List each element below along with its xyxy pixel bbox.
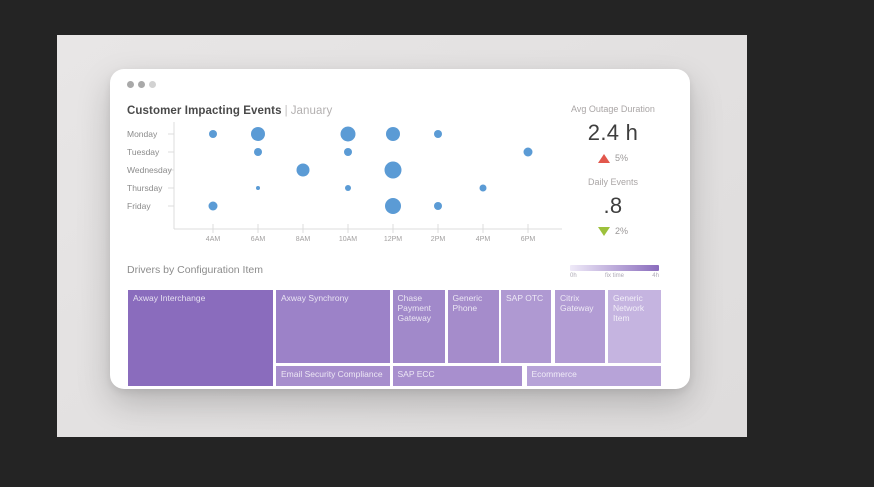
event-bubble[interactable]	[208, 201, 218, 211]
event-bubble[interactable]	[434, 130, 442, 138]
title-separator: |	[284, 105, 288, 117]
dashboard-window: Customer Impacting Events | January Monday…	[110, 69, 690, 389]
time-label: 6PM	[521, 236, 536, 243]
treemap-block-label: Email Security Compliance	[281, 369, 383, 379]
treemap-block[interactable]: Generic Phone	[447, 290, 499, 363]
kpi-label: Avg Outage Duration	[571, 104, 655, 114]
treemap-block-label: Chase Payment Gateway	[397, 293, 432, 324]
event-bubble[interactable]	[384, 161, 402, 179]
arrow-down-icon	[597, 226, 610, 236]
kpi-label: Daily Events	[587, 177, 639, 187]
kpi-delta-value: 2%	[614, 226, 628, 236]
treemap-block-label: Ecommerce	[531, 369, 577, 379]
time-label: 4PM	[476, 236, 491, 243]
day-label: Friday	[127, 201, 151, 211]
time-label: 8AM	[296, 236, 311, 243]
window-controls	[127, 81, 156, 88]
event-bubble[interactable]	[254, 148, 262, 156]
window-dot-icon[interactable]	[149, 81, 156, 88]
time-label: 6AM	[251, 236, 266, 243]
treemap-title: Drivers by Configuration Item	[127, 264, 263, 276]
gradient-legend-labels: 0h fix time 4h	[570, 273, 659, 279]
day-label: Wednesday	[127, 165, 172, 175]
kpi-delta-value: 5%	[614, 153, 628, 163]
treemap-legend: 0h fix time 4h	[570, 265, 659, 279]
kpi-value: .8	[603, 193, 623, 218]
treemap-block-label: Axway Synchrony	[281, 293, 349, 303]
chart-title: Customer Impacting Events | January	[127, 105, 332, 117]
kpi-delta: 5%	[548, 153, 678, 163]
event-bubble[interactable]	[434, 202, 442, 210]
window-dot-icon[interactable]	[127, 81, 134, 88]
event-bubble[interactable]	[251, 127, 265, 141]
window-dot-icon[interactable]	[138, 81, 145, 88]
event-bubble[interactable]	[523, 147, 533, 157]
kpi-value: 2.4 h	[587, 120, 639, 145]
legend-mid: fix time	[604, 273, 624, 279]
time-label: 12PM	[384, 236, 402, 243]
kpi-panel: Avg Outage Duration 2.4 h 5% Daily Event…	[548, 102, 678, 250]
day-label: Thursday	[127, 183, 163, 193]
event-bubble[interactable]	[345, 185, 351, 191]
treemap-block[interactable]: Axway Interchange	[128, 290, 273, 386]
day-label: Tuesday	[127, 147, 160, 157]
time-label: 2PM	[431, 236, 446, 243]
event-bubble[interactable]	[256, 186, 260, 190]
treemap-block-label: SAP ECC	[397, 369, 435, 379]
bubble-chart: Monday Tuesday Wednesday Thursday Friday 4AM 6…	[127, 122, 562, 243]
event-bubble[interactable]	[340, 126, 356, 142]
event-bubble[interactable]	[296, 163, 310, 177]
treemap-block[interactable]: Axway Synchrony	[276, 290, 390, 363]
treemap-chart: Axway Interchange Axway Synchrony Chase Pa…	[128, 290, 661, 386]
legend-max: 4h	[652, 273, 659, 279]
chart-title-main: Customer Impacting Events	[127, 105, 282, 117]
kpi-delta: 2%	[548, 226, 678, 236]
event-bubble[interactable]	[386, 127, 400, 141]
treemap-block-label: Generic Phone	[452, 293, 483, 314]
legend-min: 0h	[570, 273, 577, 279]
treemap-block[interactable]: SAP ECC	[392, 366, 522, 386]
treemap-block[interactable]: Chase Payment Gateway	[392, 290, 445, 363]
time-label: 10AM	[339, 236, 357, 243]
treemap-block[interactable]: Generic Network Item	[608, 290, 661, 363]
event-bubble[interactable]	[385, 198, 401, 214]
event-bubble[interactable]	[479, 184, 487, 192]
treemap-block-label: Generic Network Item	[613, 293, 645, 324]
treemap-block-label: Axway Interchange	[133, 293, 206, 303]
chart-title-month: January	[290, 105, 333, 117]
treemap-block-label: SAP OTC	[506, 293, 544, 303]
time-label: 4AM	[206, 236, 221, 243]
gradient-legend-bar	[570, 265, 659, 271]
treemap-block[interactable]: Ecommerce	[526, 366, 661, 386]
day-label: Monday	[127, 129, 158, 139]
arrow-up-icon	[597, 153, 610, 163]
treemap-block[interactable]: Email Security Compliance	[276, 366, 390, 386]
treemap-block[interactable]: Citrix Gateway	[555, 290, 605, 363]
event-bubble[interactable]	[344, 148, 352, 156]
treemap-block-label: Citrix Gateway	[560, 293, 594, 314]
treemap-block[interactable]: SAP OTC	[501, 290, 551, 363]
event-bubble[interactable]	[209, 130, 217, 138]
